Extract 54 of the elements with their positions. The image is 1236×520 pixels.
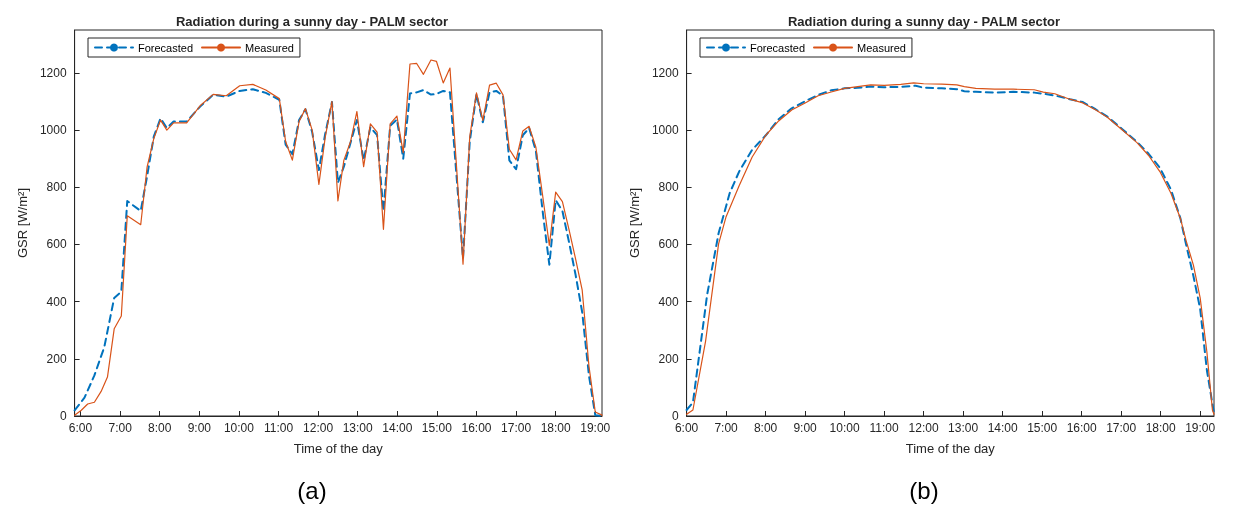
x-tick-label: 6:00 <box>674 421 699 435</box>
x-tick-label: 15:00 <box>421 421 453 435</box>
x-axis-title: Time of the day <box>905 441 996 456</box>
chart-title: Radiation during a sunny day - PALM sector <box>175 14 449 29</box>
x-tick-label: 16:00 <box>461 421 492 435</box>
x-tick-label: 11:00 <box>869 421 900 435</box>
x-tick-label: 11:00 <box>263 421 294 435</box>
y-tick-label: 600 <box>46 237 67 252</box>
y-tick-label: 800 <box>658 180 679 195</box>
x-tick-label: 19:00 <box>1185 421 1216 435</box>
x-tick-label: 9:00 <box>793 421 818 435</box>
x-tick-label: 14:00 <box>987 421 1018 435</box>
x-tick-label: 16:00 <box>1066 421 1097 435</box>
y-tick-label: 800 <box>46 180 67 195</box>
x-tick-label: 12:00 <box>303 421 334 435</box>
y-tick-label: 400 <box>46 294 67 309</box>
y-tick-label: 0 <box>59 409 67 423</box>
legend-label: Forecasted <box>138 41 194 54</box>
x-tick-label: 9:00 <box>187 421 212 435</box>
y-tick-label: 0 <box>671 409 679 423</box>
y-tick-label: 400 <box>658 294 679 309</box>
y-tick-label: 1200 <box>39 65 67 80</box>
x-tick-label: 18:00 <box>540 421 572 435</box>
x-axis-title: Time of the day <box>293 441 384 456</box>
y-axis-title: GSR [W/m²] <box>627 187 642 259</box>
legend-label: Measured <box>857 41 906 54</box>
x-tick-label: 10:00 <box>223 421 255 435</box>
y-tick-label: 200 <box>46 351 67 366</box>
x-tick-label: 18:00 <box>1145 421 1177 435</box>
x-tick-label: 13:00 <box>948 421 979 435</box>
x-tick-label: 17:00 <box>501 421 532 435</box>
x-tick-label: 10:00 <box>829 421 860 435</box>
chart-title: Radiation during a sunny day - PALM sector <box>787 14 1061 29</box>
x-tick-label: 12:00 <box>908 421 939 435</box>
y-tick-label: 1000 <box>651 123 679 138</box>
x-tick-label: 8:00 <box>148 421 172 435</box>
legend-label: Measured <box>245 41 294 54</box>
x-tick-label: 15:00 <box>1027 421 1058 435</box>
x-tick-label: 13:00 <box>342 421 374 435</box>
text: (b) <box>909 476 939 504</box>
x-tick-label: 8:00 <box>753 421 778 435</box>
y-tick-label: 200 <box>658 351 679 366</box>
x-tick-label: 17:00 <box>1106 421 1137 435</box>
x-tick-label: 19:00 <box>580 421 611 435</box>
legend-label: Forecasted <box>750 41 806 54</box>
y-tick-label: 600 <box>658 237 679 252</box>
x-tick-label: 6:00 <box>68 421 93 435</box>
x-tick-label: 7:00 <box>714 421 739 435</box>
text: (a) <box>297 476 327 504</box>
y-axis-title: GSR [W/m²] <box>15 187 30 259</box>
y-tick-label: 1000 <box>39 123 67 138</box>
x-tick-label: 14:00 <box>382 421 413 435</box>
x-tick-label: 7:00 <box>108 421 133 435</box>
y-tick-label: 1200 <box>651 65 679 80</box>
